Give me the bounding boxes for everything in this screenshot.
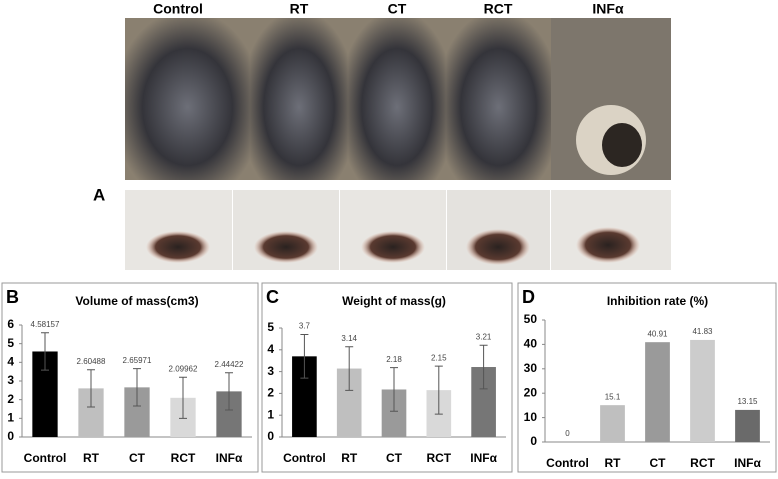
- y-tick-label: 1: [7, 411, 14, 425]
- photo-label: INFα: [592, 1, 624, 17]
- error-bar: [179, 376, 187, 419]
- chart-title: Inhibition rate (%): [607, 294, 708, 308]
- value-label: 0: [565, 429, 570, 438]
- photo-label: Control: [153, 1, 203, 17]
- x-tick-label: Control: [283, 451, 326, 465]
- photo-detail: [146, 231, 210, 263]
- value-label: 13.15: [737, 397, 758, 406]
- y-tick-label: 20: [524, 385, 538, 399]
- y-tick-label: 2: [7, 392, 14, 406]
- bar: [645, 342, 670, 442]
- x-tick-label: INFα: [734, 456, 761, 470]
- y-tick-label: 40: [524, 337, 538, 351]
- bar: [600, 405, 625, 442]
- photo: [125, 18, 250, 180]
- panel-frame: [1, 282, 259, 473]
- y-tick-label: 5: [267, 320, 274, 334]
- x-tick-label: CT: [129, 451, 146, 465]
- y-tick-label: 0: [530, 434, 537, 448]
- photo: [446, 18, 551, 180]
- x-tick-label: Control: [546, 456, 589, 470]
- value-label: 2.09962: [169, 364, 198, 373]
- y-tick-label: 4: [7, 355, 14, 369]
- value-label: 2.15: [431, 353, 447, 362]
- error-bar: [434, 365, 443, 415]
- y-tick-label: 2: [267, 386, 274, 400]
- value-label: 40.91: [647, 329, 668, 338]
- y-tick-label: 6: [7, 317, 14, 331]
- chart-title: Volume of mass(cm3): [75, 294, 198, 308]
- error-bar: [133, 368, 141, 407]
- error-bar: [41, 332, 49, 371]
- value-label: 15.1: [605, 392, 621, 401]
- x-tick-label: RT: [83, 451, 100, 465]
- value-label: 2.44422: [215, 360, 244, 369]
- photo-detail: [576, 227, 640, 263]
- y-tick-label: 5: [7, 336, 14, 350]
- photo: [250, 18, 348, 180]
- panel-label: C: [266, 287, 279, 307]
- y-tick-label: 3: [267, 364, 274, 378]
- value-label: 3.7: [299, 322, 311, 331]
- x-tick-label: CT: [386, 451, 403, 465]
- x-tick-label: CT: [650, 456, 667, 470]
- error-bar: [87, 369, 95, 408]
- error-bar: [225, 372, 233, 411]
- x-tick-label: Control: [24, 451, 67, 465]
- x-tick-label: RCT: [690, 456, 715, 470]
- y-tick-label: 30: [524, 361, 538, 375]
- x-tick-label: RCT: [426, 451, 451, 465]
- value-label: 2.60488: [77, 357, 106, 366]
- value-label: 3.21: [476, 332, 492, 341]
- photo-detail: [466, 229, 530, 265]
- y-tick-label: 0: [267, 429, 274, 443]
- photos: Control RT CT RCT INFα A: [93, 1, 671, 270]
- bar: [690, 339, 715, 442]
- photo-detail: [254, 231, 318, 263]
- y-tick-label: 50: [524, 312, 538, 326]
- value-label: 2.18: [386, 355, 402, 364]
- y-tick-label: 0: [7, 429, 14, 443]
- panel-frame: [517, 282, 777, 473]
- photo-label: RT: [290, 1, 309, 17]
- x-tick-label: RT: [605, 456, 622, 470]
- y-tick-label: 10: [524, 410, 538, 424]
- panel-label: D: [522, 287, 535, 307]
- x-tick-label: INFα: [470, 451, 497, 465]
- bar: [735, 409, 760, 442]
- error-bar: [300, 334, 309, 379]
- photo: [348, 18, 446, 180]
- value-label: 2.65971: [123, 356, 152, 365]
- value-label: 3.14: [341, 334, 357, 343]
- panel-frame: [261, 282, 513, 473]
- x-tick-label: RCT: [171, 451, 196, 465]
- photo-label: RCT: [484, 1, 513, 17]
- value-label: 4.58157: [31, 320, 60, 329]
- panel-label: B: [6, 287, 19, 307]
- y-tick-label: 3: [7, 373, 14, 387]
- chart-title: Weight of mass(g): [342, 294, 446, 308]
- x-tick-label: INFα: [216, 451, 243, 465]
- x-tick-label: RT: [341, 451, 358, 465]
- photo-detail: [361, 231, 425, 263]
- y-tick-label: 1: [267, 407, 274, 421]
- error-bar: [345, 346, 354, 391]
- value-label: 41.83: [692, 327, 713, 336]
- panel-label: A: [93, 185, 105, 204]
- error-bar: [390, 367, 398, 412]
- photo-label: CT: [388, 1, 407, 17]
- y-tick-label: 4: [267, 342, 274, 356]
- photo-detail: [602, 123, 642, 167]
- error-bar: [479, 344, 488, 390]
